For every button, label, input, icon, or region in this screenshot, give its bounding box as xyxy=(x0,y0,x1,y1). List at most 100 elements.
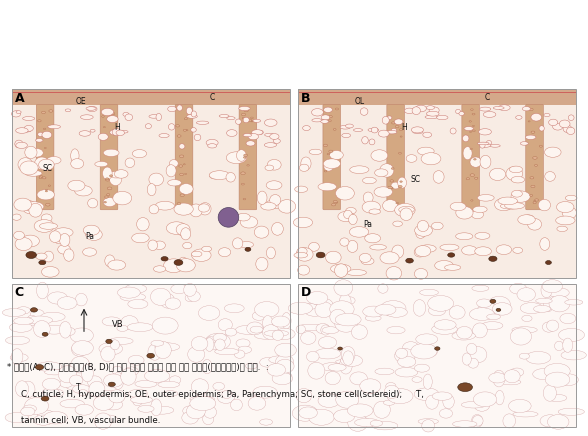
Ellipse shape xyxy=(218,391,235,403)
Ellipse shape xyxy=(470,109,473,110)
Ellipse shape xyxy=(188,347,205,362)
Ellipse shape xyxy=(109,390,125,403)
Ellipse shape xyxy=(129,389,148,398)
Ellipse shape xyxy=(406,155,417,162)
Ellipse shape xyxy=(155,343,180,351)
Ellipse shape xyxy=(202,359,212,374)
Ellipse shape xyxy=(324,170,327,172)
Ellipse shape xyxy=(495,390,504,405)
Ellipse shape xyxy=(533,157,537,159)
Ellipse shape xyxy=(477,142,489,145)
Ellipse shape xyxy=(225,328,237,336)
Ellipse shape xyxy=(253,386,278,398)
Ellipse shape xyxy=(34,415,54,425)
Ellipse shape xyxy=(522,106,530,111)
Ellipse shape xyxy=(342,133,350,138)
Ellipse shape xyxy=(106,339,112,344)
Ellipse shape xyxy=(75,404,93,415)
Ellipse shape xyxy=(166,165,176,177)
Ellipse shape xyxy=(536,298,552,303)
Ellipse shape xyxy=(179,144,185,149)
Ellipse shape xyxy=(560,313,576,324)
Ellipse shape xyxy=(98,133,108,140)
Ellipse shape xyxy=(186,129,188,131)
Ellipse shape xyxy=(352,325,368,339)
Ellipse shape xyxy=(165,298,181,309)
Ellipse shape xyxy=(345,297,355,304)
Ellipse shape xyxy=(72,341,93,355)
Bar xyxy=(12,89,289,106)
Ellipse shape xyxy=(346,208,356,214)
Ellipse shape xyxy=(105,178,109,180)
Ellipse shape xyxy=(387,116,392,119)
Ellipse shape xyxy=(20,161,38,175)
Ellipse shape xyxy=(272,372,292,385)
Ellipse shape xyxy=(48,292,68,304)
Ellipse shape xyxy=(93,395,114,410)
Ellipse shape xyxy=(112,372,123,389)
Ellipse shape xyxy=(518,215,535,225)
Ellipse shape xyxy=(362,201,380,213)
Ellipse shape xyxy=(54,228,73,237)
Ellipse shape xyxy=(530,177,534,179)
Ellipse shape xyxy=(75,185,92,196)
Ellipse shape xyxy=(151,341,164,346)
Text: C, cuticle; H, hypodermis; OE, outer epidermis; Pa, Parenchyma; SC, stone cell(s: C, cuticle; H, hypodermis; OE, outer epi… xyxy=(21,390,423,399)
Ellipse shape xyxy=(382,116,389,124)
Ellipse shape xyxy=(118,130,128,133)
Ellipse shape xyxy=(556,216,575,225)
Ellipse shape xyxy=(185,294,195,302)
Ellipse shape xyxy=(34,220,54,232)
Ellipse shape xyxy=(527,218,542,230)
FancyBboxPatch shape xyxy=(100,105,118,210)
Ellipse shape xyxy=(154,241,165,249)
Ellipse shape xyxy=(299,303,318,310)
Ellipse shape xyxy=(252,311,266,320)
FancyBboxPatch shape xyxy=(239,105,257,210)
Ellipse shape xyxy=(191,111,196,117)
Ellipse shape xyxy=(541,282,552,298)
Ellipse shape xyxy=(333,129,336,130)
Ellipse shape xyxy=(114,129,116,131)
Ellipse shape xyxy=(298,265,310,275)
Ellipse shape xyxy=(375,169,388,177)
Ellipse shape xyxy=(468,358,479,368)
Ellipse shape xyxy=(559,328,584,341)
Ellipse shape xyxy=(239,106,250,110)
Ellipse shape xyxy=(432,392,452,400)
Ellipse shape xyxy=(480,143,485,148)
Ellipse shape xyxy=(470,157,482,167)
Ellipse shape xyxy=(29,203,42,217)
Ellipse shape xyxy=(113,191,132,205)
Ellipse shape xyxy=(374,187,392,197)
Ellipse shape xyxy=(105,255,115,267)
Ellipse shape xyxy=(316,252,325,258)
Ellipse shape xyxy=(102,116,104,117)
Ellipse shape xyxy=(296,248,313,261)
Ellipse shape xyxy=(380,252,399,264)
Ellipse shape xyxy=(35,157,49,170)
Ellipse shape xyxy=(340,238,349,246)
Ellipse shape xyxy=(338,347,342,350)
Ellipse shape xyxy=(174,203,193,215)
Ellipse shape xyxy=(44,147,46,149)
Ellipse shape xyxy=(517,288,536,301)
Ellipse shape xyxy=(395,204,415,217)
Ellipse shape xyxy=(371,150,387,161)
Ellipse shape xyxy=(363,387,377,393)
Ellipse shape xyxy=(39,177,42,179)
Ellipse shape xyxy=(533,305,550,312)
Ellipse shape xyxy=(163,259,184,272)
Ellipse shape xyxy=(380,164,394,177)
Ellipse shape xyxy=(418,419,439,424)
Ellipse shape xyxy=(42,378,61,390)
Ellipse shape xyxy=(542,322,555,332)
Ellipse shape xyxy=(153,266,166,272)
Ellipse shape xyxy=(181,228,191,240)
Ellipse shape xyxy=(242,113,246,116)
Ellipse shape xyxy=(347,240,358,252)
Ellipse shape xyxy=(563,125,572,133)
Ellipse shape xyxy=(427,296,453,311)
Ellipse shape xyxy=(292,405,318,421)
Ellipse shape xyxy=(59,379,73,388)
